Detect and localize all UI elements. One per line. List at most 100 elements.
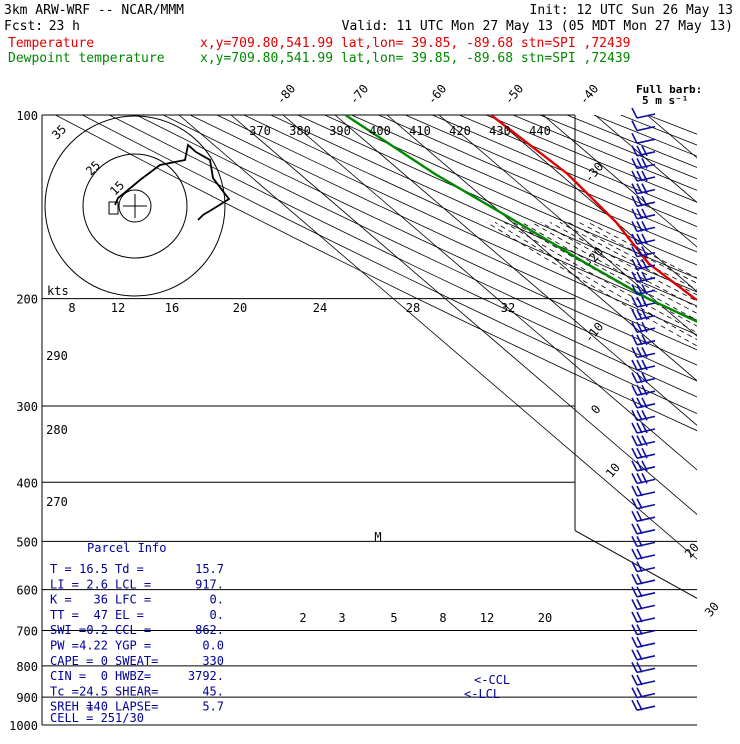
wind-barb-flag xyxy=(637,650,642,660)
parcel-row-4-value-b: 0.2 xyxy=(86,623,108,637)
temperature-legend: Temperature xyxy=(8,36,94,51)
mixing-ratio-label-20: 20 xyxy=(538,611,552,625)
wind-barb-43 xyxy=(632,650,655,660)
pressure-label-1000: 1000 xyxy=(9,719,38,733)
adiabat-label-270: 270 xyxy=(46,495,68,509)
parcel-row-2-value-b: 36 xyxy=(94,593,108,607)
speed-label-32: 32 xyxy=(501,301,515,315)
isotherm--20 xyxy=(699,115,740,725)
parcel-cell: CELL = 251/30 xyxy=(50,711,144,725)
wind-barb-flag xyxy=(637,448,642,458)
speed-label-28: 28 xyxy=(406,301,420,315)
wind-barbs xyxy=(632,108,655,710)
isotherm--110 xyxy=(231,115,740,725)
wind-barb-5 xyxy=(632,171,655,181)
pressure-label-500: 500 xyxy=(16,535,38,549)
wind-barb-19 xyxy=(632,347,655,357)
parcel-row-7-label-a: CIN = xyxy=(50,669,86,683)
wind-barb-flag xyxy=(632,675,637,685)
wind-barb-flag xyxy=(637,612,642,622)
wind-barb-31 xyxy=(632,499,655,509)
hodograph-ring-label-15: 15 xyxy=(107,178,127,198)
wind-barb-18 xyxy=(632,335,655,345)
wind-barb-flag xyxy=(632,448,637,458)
wind-barb-flag xyxy=(632,272,637,282)
wind-barb-flag xyxy=(637,146,642,156)
wind-barb-28 xyxy=(632,461,655,471)
wind-barb-21 xyxy=(632,373,655,383)
wind-barb-flag xyxy=(632,524,637,534)
parcel-row-3-value-b: 47 xyxy=(94,608,108,622)
parcel-row-8-label-a: Tc = xyxy=(50,684,79,698)
wind-barb-flag xyxy=(637,662,642,672)
wind-barb-37 xyxy=(632,574,655,584)
isotherm--40 xyxy=(595,115,740,725)
wind-barb-flag xyxy=(637,562,642,572)
wind-barb-flag xyxy=(637,335,642,345)
wind-barb-23 xyxy=(632,398,655,408)
wind-barb-35 xyxy=(632,549,655,559)
wind-barb-flag xyxy=(632,310,637,320)
parcel-row-4-label-c: CCL = xyxy=(115,623,151,637)
isotherm--30 xyxy=(647,115,740,725)
wind-barb-flag xyxy=(637,700,642,710)
wind-barb-flag xyxy=(632,599,637,609)
wind-barb-40 xyxy=(632,612,655,622)
moist-adiabat--2 xyxy=(504,222,740,725)
wind-barb-42 xyxy=(632,637,655,647)
forecast-label: Fcst: xyxy=(4,19,43,34)
wind-barb-flag xyxy=(632,373,637,383)
parcel-row-7-value-d: 3792. xyxy=(188,669,224,683)
hodograph-storm-motion xyxy=(109,202,118,214)
hodograph-ring-label-35: 35 xyxy=(49,122,69,142)
wind-barb-flag xyxy=(632,662,637,672)
parcel-row-0-value-d: 15.7 xyxy=(195,562,224,576)
dewpoint-legend: Dewpoint temperature xyxy=(8,51,165,66)
isotherm-label--80: -80 xyxy=(274,82,299,108)
annotation-m: M xyxy=(374,530,381,544)
dry-adiabat-380 xyxy=(405,115,740,725)
isotherm-label-0: 0 xyxy=(588,402,603,417)
mixing-ratio-label-8: 8 xyxy=(439,611,446,625)
wind-barb-flag xyxy=(637,688,642,698)
wind-barb-flag xyxy=(632,410,637,420)
isotherm-label--40: -40 xyxy=(577,82,602,108)
parcel-row-6-label-a: CAPE = xyxy=(50,654,93,668)
wind-barb-flag xyxy=(632,688,637,698)
dry-adiabat-330 xyxy=(271,115,740,725)
wind-barb-13 xyxy=(632,272,655,282)
parcel-row-2-label-c: LFC = xyxy=(115,593,151,607)
dry-adiabat-450 xyxy=(594,115,740,725)
wind-barb-15 xyxy=(632,297,655,307)
wind-barb-flag xyxy=(632,108,637,118)
wind-barb-14 xyxy=(632,284,655,294)
parcel-row-1-label-c: LCL = xyxy=(115,577,151,591)
moist-adiabat-30 xyxy=(579,222,740,725)
wind-barb-flag xyxy=(637,360,642,370)
speed-label-24: 24 xyxy=(313,301,327,315)
parcel-row-2-value-d: 0. xyxy=(210,593,224,607)
wind-barb-20 xyxy=(632,360,655,370)
wind-barb-flag xyxy=(637,599,642,609)
wind-barb-staff xyxy=(637,114,655,118)
parcel-row-3-label-a: TT = xyxy=(50,608,79,622)
wind-barb-27 xyxy=(632,448,655,458)
wind-barb-flag xyxy=(637,461,642,471)
wind-barb-45 xyxy=(632,675,655,685)
wind-barb-41 xyxy=(632,625,655,635)
dry-adiabat-410 xyxy=(486,115,740,725)
annotation-lcl: <-LCL xyxy=(464,687,500,701)
hodograph-unit: kts xyxy=(47,284,69,298)
wind-barb-46 xyxy=(632,688,655,698)
wind-barb-flag xyxy=(637,587,642,597)
moist-adiabat-6 xyxy=(522,222,740,725)
wind-barb-flag xyxy=(637,423,642,433)
wind-barb-staff xyxy=(637,139,655,143)
pressure-label-400: 400 xyxy=(16,476,38,490)
dry-adiabat-310 xyxy=(217,115,740,725)
wind-barb-flag xyxy=(632,587,637,597)
isotherm--120 xyxy=(179,115,740,725)
wind-barb-flag xyxy=(632,423,637,433)
